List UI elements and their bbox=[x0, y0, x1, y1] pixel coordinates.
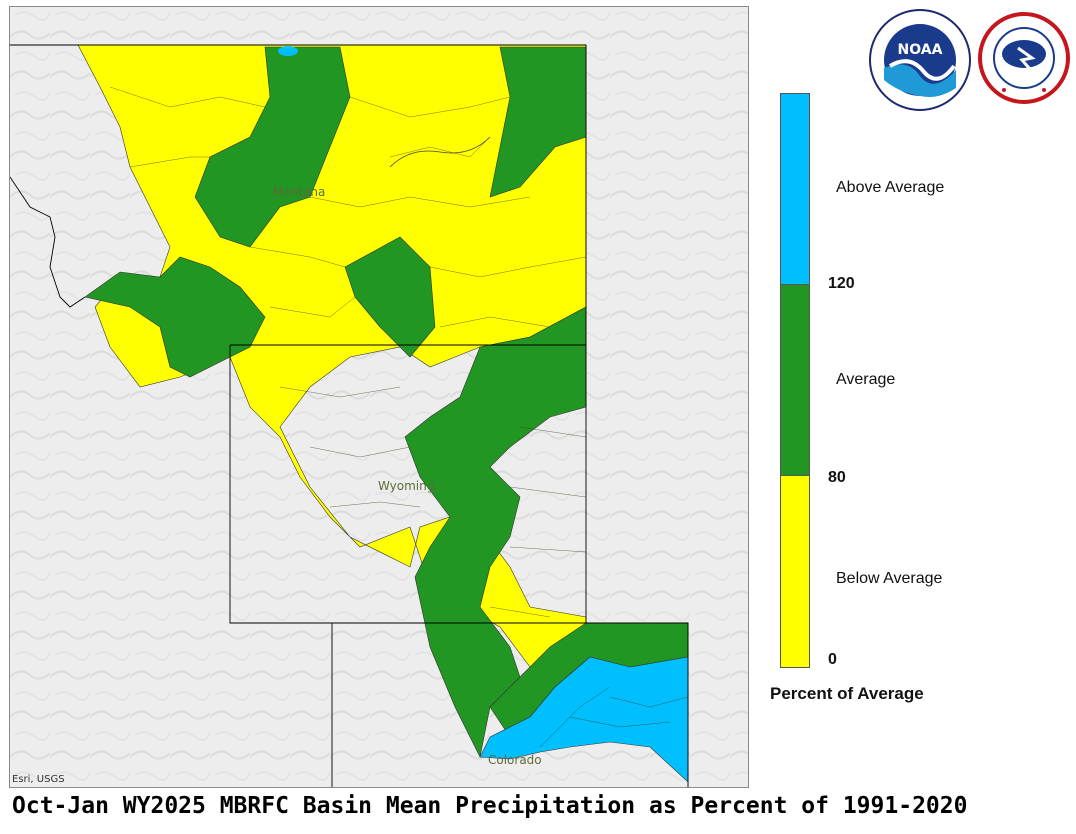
legend-label-above-average: Above Average bbox=[836, 179, 945, 196]
legend-tick-80: 80 bbox=[828, 469, 846, 486]
idaho-border-line bbox=[10, 176, 86, 308]
average-region-idaho-border bbox=[84, 256, 266, 378]
map-title: Oct-Jan WY2025 MBRFC Basin Mean Precipit… bbox=[12, 793, 968, 819]
state-label-wyoming: Wyoming bbox=[378, 479, 435, 493]
legend-swatch-below-average bbox=[780, 475, 810, 668]
map-attribution: Esri, USGS bbox=[12, 774, 65, 785]
map-frame[interactable]: Montana Wyoming Colorado Esri, USGS bbox=[9, 6, 749, 788]
state-label-montana: Montana bbox=[273, 185, 326, 199]
legend-title: Percent of Average bbox=[770, 684, 924, 703]
legend-swatch-above-average bbox=[780, 93, 810, 285]
legend-tick-120: 120 bbox=[828, 275, 855, 292]
state-boundaries bbox=[10, 44, 689, 787]
average-region-montana-central bbox=[344, 236, 436, 358]
state-label-colorado: Colorado bbox=[488, 753, 542, 767]
legend-tick-0: 0 bbox=[828, 651, 837, 668]
basin-map bbox=[10, 7, 748, 787]
nws-logo bbox=[978, 8, 1070, 108]
legend-swatch-average bbox=[780, 284, 810, 476]
noaa-wordmark: NOAA bbox=[898, 42, 943, 58]
noaa-logo: NOAA bbox=[868, 8, 972, 112]
basin-boundaries bbox=[109, 86, 689, 748]
legend-label-below-average: Below Average bbox=[836, 570, 943, 587]
lake-shape bbox=[278, 46, 298, 56]
river-line bbox=[389, 136, 491, 168]
legend-label-average: Average bbox=[836, 371, 896, 388]
